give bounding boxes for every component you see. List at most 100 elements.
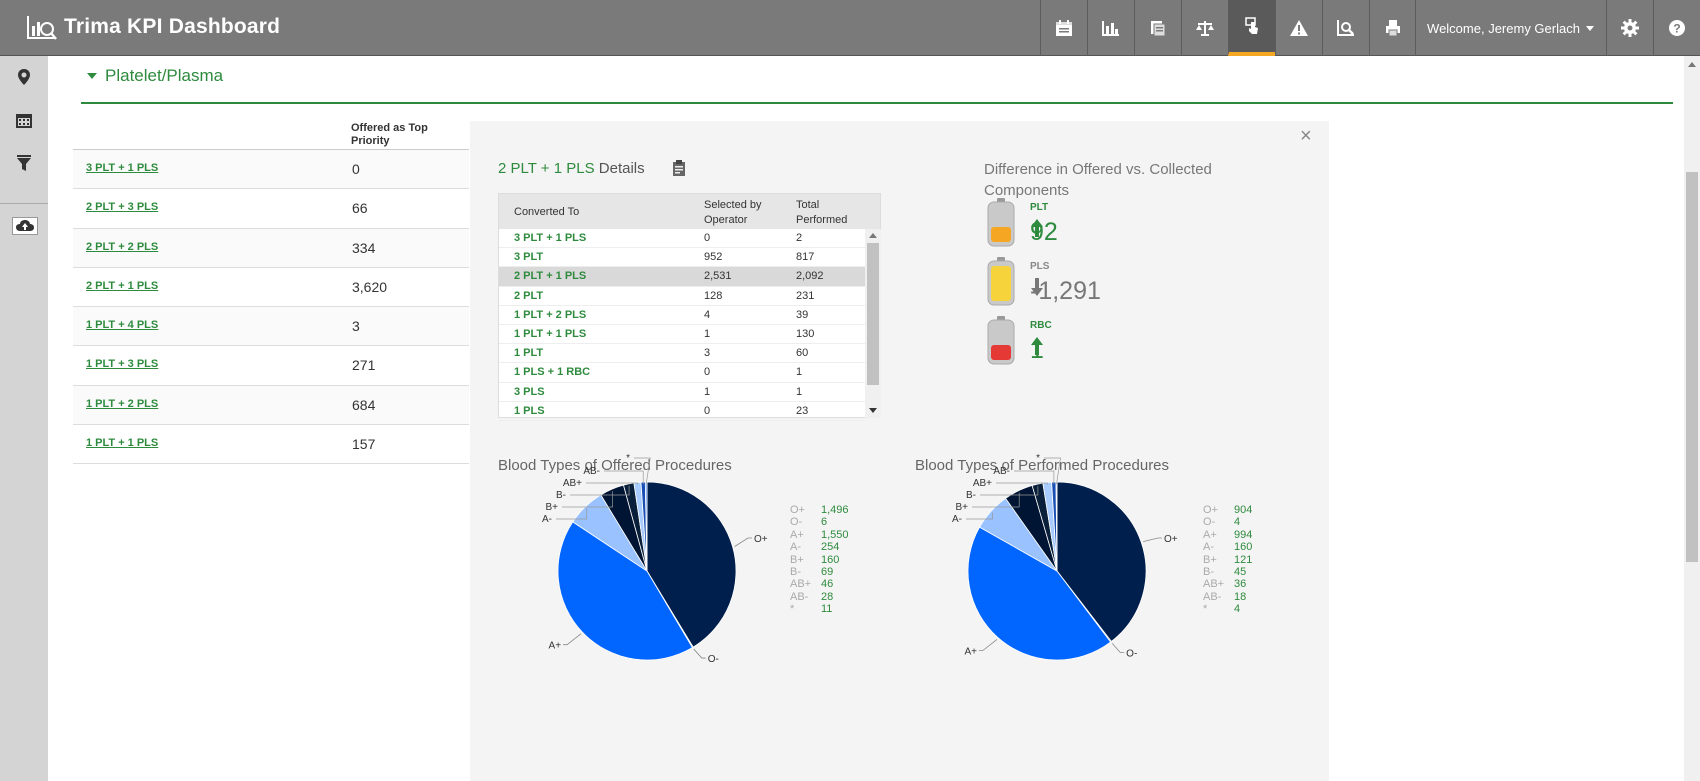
nav-printer-button[interactable]: [1369, 0, 1416, 56]
caret-down-icon: [87, 73, 97, 79]
total-cell: 2: [796, 232, 803, 244]
pie-label: O+: [754, 534, 768, 545]
selected-cell: 0: [704, 366, 711, 379]
procedure-link[interactable]: 1 PLT + 2 PLS: [86, 397, 159, 410]
help-button[interactable]: ?: [1653, 0, 1700, 56]
pie-slice-A+[interactable]: [967, 526, 1112, 661]
offered-column-header: Offered as Top Priority: [351, 122, 428, 147]
pie-label: A+: [549, 641, 562, 652]
table-row: 2 PLT + 1 PLS 3,620: [73, 268, 469, 308]
filter-button[interactable]: [14, 153, 34, 173]
nav-warning-button[interactable]: [1275, 0, 1322, 56]
converted-to-cell: 2 PLT + 1 PLS: [514, 270, 587, 283]
nav-selection-button[interactable]: [1228, 0, 1275, 56]
table-scrollbar[interactable]: [865, 229, 881, 418]
scroll-thumb[interactable]: [867, 243, 879, 385]
nav-calendar-button[interactable]: [1040, 0, 1087, 56]
selected-cell: 952: [704, 251, 723, 264]
top-bar: Trima KPI Dashboard Welcome, Jeremy Gerl…: [0, 0, 1700, 56]
nav-search-chart-button[interactable]: [1322, 0, 1369, 56]
table-row[interactable]: 1 PLT 3 60: [499, 344, 865, 364]
table-row[interactable]: 1 PLS 0 23: [499, 402, 865, 421]
legend-value: 160: [1234, 541, 1253, 554]
selected-cell: 2,531: [704, 270, 732, 283]
pie-label: A-: [542, 514, 552, 525]
procedure-link[interactable]: 1 PLT + 3 PLS: [86, 358, 159, 371]
pie-leader-line: [966, 512, 993, 520]
pie-slice-O+[interactable]: [1056, 481, 1147, 643]
scale-icon: [1196, 21, 1214, 36]
gear-icon: [1621, 19, 1639, 37]
selected-cell: 1: [704, 385, 711, 398]
legend-value: 18: [1234, 590, 1247, 603]
page-scroll-thumb[interactable]: [1686, 172, 1698, 562]
export-clipboard-icon[interactable]: [671, 159, 687, 177]
user-menu[interactable]: Welcome, Jeremy Gerlach: [1415, 0, 1605, 56]
table-row: 1 PLT + 1 PLS 157: [73, 425, 469, 465]
performed-blood-type-pie: O+ O- A+ A-B+B-AB+AB- *: [952, 453, 1178, 661]
table-row[interactable]: 1 PLT + 2 PLS 4 39: [499, 306, 865, 325]
selected-cell: 1: [704, 327, 711, 340]
table-row[interactable]: 1 PLT + 1 PLS 1 130: [499, 325, 865, 345]
offered-count: 157: [352, 436, 376, 453]
pie-leader-line: [1111, 643, 1125, 653]
section-header[interactable]: Platelet/Plasma: [81, 62, 1673, 104]
legend-value: 904: [1234, 504, 1253, 516]
total-cell: 817: [796, 251, 815, 264]
procedure-link[interactable]: 2 PLT + 1 PLS: [86, 279, 159, 292]
procedure-link[interactable]: 2 PLT + 3 PLS: [86, 201, 159, 214]
cloud-upload-icon: [16, 220, 34, 231]
procedure-link[interactable]: 2 PLT + 2 PLS: [86, 240, 159, 253]
table-row[interactable]: 3 PLT + 1 PLS 0 2: [499, 229, 865, 249]
scroll-down-icon[interactable]: [869, 408, 877, 413]
legend-key: O-: [790, 516, 803, 529]
offered-count: 0: [352, 161, 360, 177]
location-filter-button[interactable]: [14, 67, 34, 87]
warning-icon: [1290, 20, 1308, 36]
procedure-link[interactable]: 1 PLT + 1 PLS: [86, 437, 159, 450]
total-cell: 39: [796, 308, 809, 321]
date-filter-button[interactable]: [14, 110, 34, 130]
table-row[interactable]: 1 PLS + 1 RBC 0 1: [499, 363, 865, 383]
component-value-text: -1,291: [1030, 277, 1101, 305]
total-cell: 1: [796, 385, 803, 398]
nav-chart-button[interactable]: [1087, 0, 1134, 56]
kpi-logo-icon: [27, 16, 57, 40]
printer-icon: [1386, 20, 1400, 37]
table-row[interactable]: 3 PLT 952 817: [499, 248, 865, 268]
nav-scale-button[interactable]: [1181, 0, 1228, 56]
table-row[interactable]: 3 PLS 1 1: [499, 383, 865, 402]
legend-value: 160: [821, 553, 840, 566]
scroll-up-icon[interactable]: [1688, 62, 1696, 67]
component-name: PLT: [1030, 202, 1049, 213]
scroll-up-icon[interactable]: [869, 233, 877, 238]
pie-label: AB+: [973, 478, 992, 489]
offered-blood-type-pie: O+ O- A+ A-B+B-AB+AB- *: [542, 453, 768, 665]
procedure-link[interactable]: 1 PLT + 4 PLS: [86, 319, 159, 332]
pie-label: B-: [556, 490, 566, 501]
close-button[interactable]: ×: [1300, 125, 1312, 147]
pie-leader-line: [562, 491, 613, 508]
procedure-link[interactable]: 3 PLT + 1 PLS: [86, 162, 159, 174]
table-row[interactable]: 2 PLT + 1 PLS 2,531 2,092: [499, 267, 865, 287]
pie-label: O+: [1164, 534, 1178, 545]
brand[interactable]: Trima KPI Dashboard: [26, 12, 280, 42]
pie-leader-line: [978, 639, 998, 651]
pie-slice-A+[interactable]: [557, 521, 693, 661]
total-cell: 231: [796, 289, 815, 302]
nav-documents-button[interactable]: [1134, 0, 1181, 56]
settings-button[interactable]: [1606, 0, 1653, 56]
table-row[interactable]: 2 PLT 128 231: [499, 287, 865, 306]
calendar-icon: [16, 114, 32, 128]
selected-cell: 3: [704, 347, 711, 360]
pie-leader-line: [556, 508, 588, 520]
upload-button[interactable]: [12, 217, 38, 235]
welcome-text: Welcome, Jeremy Gerlach: [1427, 20, 1580, 36]
pie-slice-O+[interactable]: [646, 481, 737, 648]
arrow-up-icon: [1031, 337, 1043, 355]
details-title: 2 PLT + 1 PLS Details: [498, 160, 645, 177]
offered-table: Offered as Top Priority 3 PLT + 1 PLS 0 2 …: [73, 118, 469, 465]
page-scrollbar[interactable]: [1684, 56, 1700, 781]
legend-key: O+: [790, 504, 805, 516]
legend-value: 6: [821, 516, 828, 529]
